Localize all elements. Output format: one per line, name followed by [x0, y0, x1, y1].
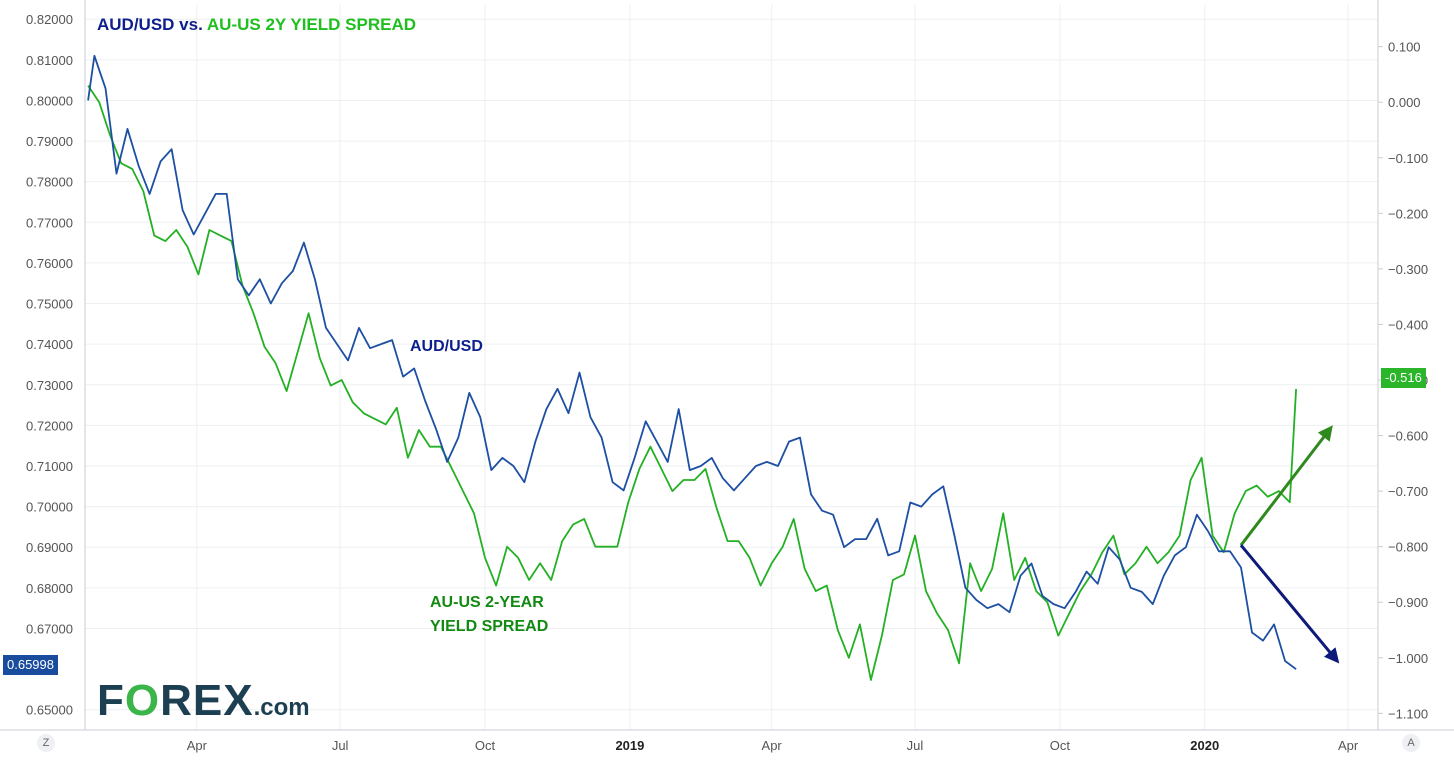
x-tick-label: 2020 — [1190, 738, 1219, 753]
logo-dotcom: .com — [253, 694, 310, 721]
auto-scale-toggle-right[interactable]: A — [1402, 734, 1420, 752]
aud-down-arrow — [1239, 544, 1340, 664]
spread-up-arrow — [1239, 425, 1333, 547]
left-tick-label: 0.73000 — [26, 378, 73, 393]
x-tick-label: 2019 — [615, 738, 644, 753]
spread-label-line1: AU-US 2-YEAR — [430, 594, 544, 611]
left-tick-label: 0.67000 — [26, 621, 73, 636]
x-tick-label: Apr — [187, 738, 208, 753]
left-tick-label: 0.71000 — [26, 459, 73, 474]
x-tick-label: Jul — [332, 738, 349, 753]
aud-usd-line — [87, 54, 1297, 670]
yield-spread-line — [87, 85, 1297, 681]
right-tick-label: −0.600 — [1388, 429, 1428, 444]
right-tick-label: −0.300 — [1388, 262, 1428, 277]
left-tick-label: 0.77000 — [26, 215, 73, 230]
logo-o: O — [124, 676, 161, 725]
spread-label-line2: YIELD SPREAD — [430, 618, 549, 635]
right-tick-label: −1.000 — [1388, 651, 1428, 666]
left-tick-label: 0.68000 — [26, 581, 73, 596]
title-spread: AU-US 2Y YIELD SPREAD — [206, 15, 416, 34]
right-tick-label: −0.900 — [1388, 595, 1428, 610]
left-tick-label: 0.79000 — [26, 134, 73, 149]
left-tick-label: 0.81000 — [26, 53, 73, 68]
x-tick-label: Apr — [762, 738, 783, 753]
left-tick-label: 0.74000 — [26, 337, 73, 352]
x-tick-label: Oct — [1050, 738, 1071, 753]
left-tick-label: 0.69000 — [26, 540, 73, 555]
right-tick-label: −0.100 — [1388, 151, 1428, 166]
right-tick-label: −1.100 — [1388, 706, 1428, 721]
spread-series-label: AU-US 2-YEAR YIELD SPREAD — [430, 591, 548, 639]
chart-title: AUD/USD vs. AU-US 2Y YIELD SPREAD — [97, 15, 416, 35]
logo-f: F — [97, 676, 125, 725]
series-layer — [87, 54, 1297, 681]
right-tick-label: −0.400 — [1388, 317, 1428, 332]
x-tick-label: Apr — [1338, 738, 1359, 753]
forex-logo: FOREX.com — [97, 676, 310, 726]
auto-scale-toggle-left[interactable]: Z — [37, 734, 55, 752]
grid-lines — [85, 5, 1378, 730]
right-tick-label: −0.200 — [1388, 206, 1428, 221]
aud-last-value-badge: 0.65998 — [3, 655, 58, 675]
left-tick-label: 0.75000 — [26, 297, 73, 312]
right-tick-label: −0.700 — [1388, 484, 1428, 499]
right-tick-label: 0.000 — [1388, 95, 1421, 110]
right-tick-label: 0.100 — [1388, 40, 1421, 55]
left-tick-label: 0.65000 — [26, 703, 73, 718]
left-tick-label: 0.78000 — [26, 175, 73, 190]
x-tick-label: Jul — [907, 738, 924, 753]
spread-last-value-badge: -0.516 — [1381, 368, 1426, 388]
aud-series-label: AUD/USD — [410, 338, 483, 355]
right-tick-label: −0.800 — [1388, 540, 1428, 555]
left-tick-label: 0.76000 — [26, 256, 73, 271]
title-aud: AUD/USD — [97, 15, 175, 34]
x-axis-ticks: Apr Jul Oct 2019 Apr Jul Oct 2020 Apr — [187, 738, 1359, 753]
left-tick-label: 0.82000 — [26, 12, 73, 27]
left-axis-ticks: 0.82000 0.81000 0.80000 0.79000 0.78000 0.770… — [26, 12, 73, 717]
left-tick-label: 0.72000 — [26, 418, 73, 433]
left-tick-label: 0.80000 — [26, 93, 73, 108]
left-tick-label: 0.70000 — [26, 500, 73, 515]
logo-rex: REX — [160, 676, 254, 725]
x-tick-label: Oct — [475, 738, 496, 753]
title-vs: vs. — [174, 15, 207, 34]
trend-arrows — [1239, 425, 1340, 664]
axes — [0, 0, 1454, 731]
